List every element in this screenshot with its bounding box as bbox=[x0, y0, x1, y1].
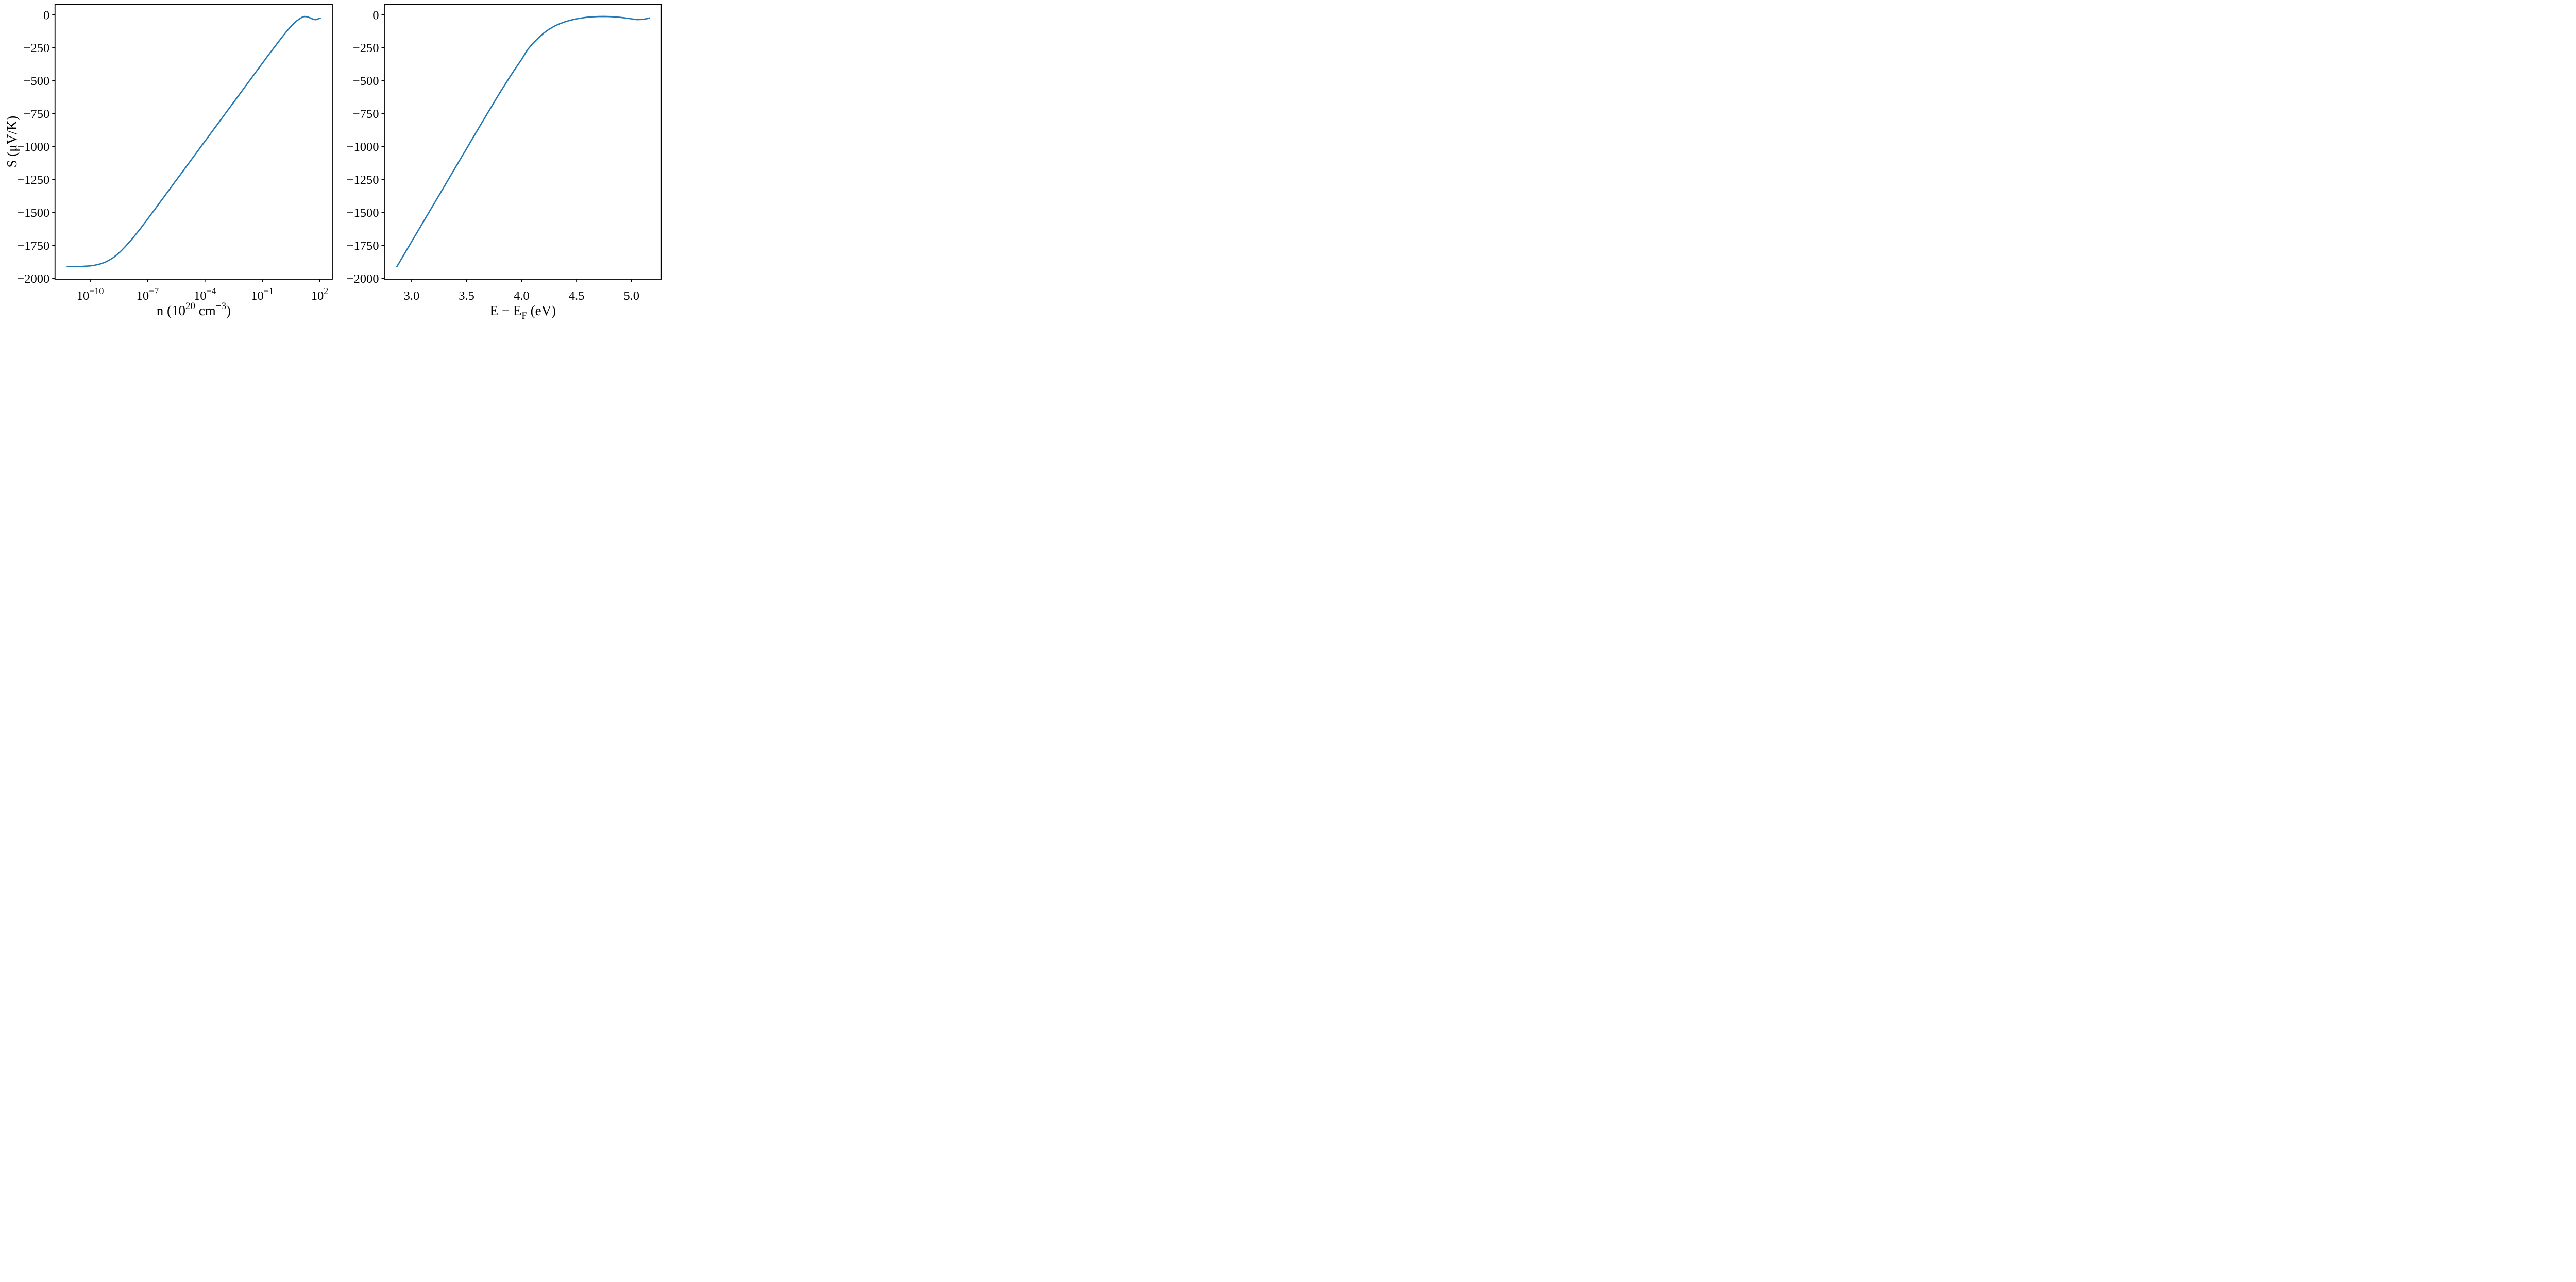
left-y-tick-label: −250 bbox=[24, 41, 50, 55]
right-plot-border bbox=[384, 4, 662, 280]
left-y-tick-label: −750 bbox=[24, 107, 50, 121]
left-y-tick-label: −1750 bbox=[17, 239, 49, 253]
right-x-tick-label: 3.5 bbox=[459, 289, 474, 303]
left-y-tick-label: −500 bbox=[24, 74, 50, 88]
right-panel: 0 −250 −500 −750 −1000 −1250 −1500 −1750 −2000 3.… bbox=[347, 4, 662, 321]
right-y-tick-label: −1000 bbox=[347, 140, 379, 154]
left-y-tick-label: −2000 bbox=[17, 272, 49, 286]
figure: 0 −250 −500 −750 −1000 −1250 −1500 −1750 −2000 10… bbox=[0, 0, 666, 321]
right-x-tick-label: 3.0 bbox=[404, 289, 420, 303]
left-x-tick-label: 10−1 bbox=[251, 286, 274, 303]
left-x-tick-label: 10−10 bbox=[77, 286, 104, 303]
left-curve-line bbox=[66, 15, 321, 267]
right-y-tick-label: −1750 bbox=[347, 239, 379, 253]
left-x-tick-label: 102 bbox=[311, 286, 329, 303]
right-curve-line bbox=[396, 15, 651, 267]
left-y-tick-label: −1500 bbox=[17, 206, 49, 220]
right-y-tick-label: −250 bbox=[353, 41, 379, 55]
left-y-tick-label: −1000 bbox=[17, 140, 49, 154]
left-plot-border bbox=[54, 4, 333, 280]
left-x-tick-label: 10−4 bbox=[194, 286, 216, 303]
left-x-tick-label: 10−7 bbox=[137, 286, 159, 303]
right-x-tick-label: 4.5 bbox=[569, 289, 585, 303]
right-y-tick-label: −2000 bbox=[347, 272, 379, 286]
left-x-axis-label: n (1020 cm−3) bbox=[157, 301, 231, 318]
left-y-axis-label: S (μV/K) bbox=[4, 116, 20, 168]
left-y-tick-label: 0 bbox=[43, 8, 49, 22]
right-y-tick-label: −500 bbox=[353, 74, 379, 88]
right-y-tick-label: −1250 bbox=[347, 173, 379, 187]
right-y-tick-label: 0 bbox=[372, 8, 379, 22]
left-y-tick-label: −1250 bbox=[17, 173, 49, 187]
right-x-axis-label: E − EF (eV) bbox=[490, 303, 556, 320]
right-y-tick-label: −1500 bbox=[347, 206, 379, 220]
dual-panel-seebeck-chart: 0 −250 −500 −750 −1000 −1250 −1500 −1750 −2000 10… bbox=[4, 4, 662, 321]
right-x-tick-label: 5.0 bbox=[623, 289, 639, 303]
right-y-tick-label: −750 bbox=[353, 107, 379, 121]
right-x-tick-label: 4.0 bbox=[514, 289, 530, 303]
left-panel: 0 −250 −500 −750 −1000 −1250 −1500 −1750 −2000 10… bbox=[4, 4, 333, 318]
